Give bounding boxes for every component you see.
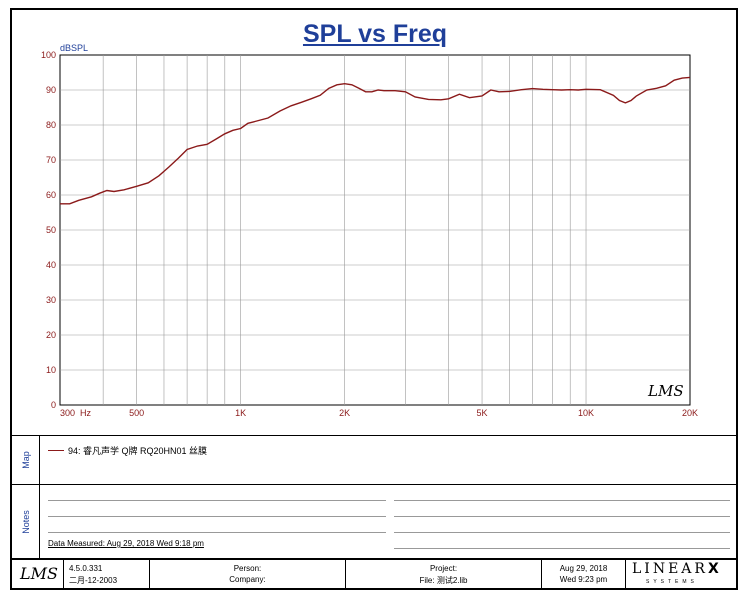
y-tick-label: 10 [46, 365, 56, 375]
y-tick-label: 0 [51, 400, 56, 410]
series-group [60, 76, 691, 205]
footer-project-cell: Project: File: 测试2.lib [346, 560, 542, 588]
notes-side-label: Notes [12, 485, 40, 558]
outer-frame [10, 8, 738, 590]
project: Project: [429, 564, 458, 573]
footer-time: Wed 9:23 pm [559, 575, 608, 584]
gridlines [60, 55, 690, 405]
y-tick-label: 70 [46, 155, 56, 165]
note-line [394, 532, 730, 533]
notes-divider [12, 484, 736, 485]
y-tick-label: 30 [46, 295, 56, 305]
x-tick-label: 5K [477, 408, 488, 418]
brand-systems: SYSTEMS [646, 579, 698, 585]
note-line [48, 516, 386, 517]
y-tick-label: 50 [46, 225, 56, 235]
footer-version-cell: 4.5.0.331 二月-12-2003 [64, 560, 150, 588]
footer-date-cell: Aug 29, 2018 Wed 9:23 pm [542, 560, 626, 588]
footer-divider [12, 558, 736, 560]
company: Company: [229, 575, 266, 584]
footer-logo-cell: LMS [12, 560, 64, 588]
note-line [394, 500, 730, 501]
note-line [48, 532, 386, 533]
y-tick-label: 100 [41, 50, 56, 60]
footer: LMS 4.5.0.331 二月-12-2003 Person: Company… [12, 560, 736, 588]
brand-linear: LINEARX [632, 561, 722, 577]
y-tick-label: 90 [46, 85, 56, 95]
map-side-label: Map [12, 436, 40, 484]
legend-entry: 94: 睿凡声学 Q牌 RQ20HN01 丝膜 [48, 444, 207, 457]
legend-swatch [48, 450, 64, 451]
footer-brand-cell: LINEARX SYSTEMS [626, 560, 736, 588]
series-line [60, 76, 691, 205]
x-tick-labels: 300 Hz 500 1K 2K 5K 10K 20K [60, 408, 698, 418]
brand-text: LINEAR [632, 561, 708, 577]
map-label: Map [20, 451, 31, 469]
x-tick-label: 2K [339, 408, 350, 418]
y-tick-label: 60 [46, 190, 56, 200]
lms-logo: LMS [20, 564, 58, 583]
data-measured: Data Measured: Aug 29, 2018 Wed 9:18 pm [48, 539, 204, 548]
build-date: 二月-12-2003 [69, 576, 118, 585]
person: Person: [233, 564, 262, 573]
x-tick-label: 10K [578, 408, 594, 418]
brand-x: X [707, 561, 722, 577]
footer-person-cell: Person: Company: [150, 560, 346, 588]
map-divider [12, 435, 736, 436]
legend-label: 94: 睿凡声学 Q牌 RQ20HN01 丝膜 [68, 446, 208, 456]
x-tick-label: 300 Hz [60, 408, 92, 418]
y-tick-labels: 0 10 20 30 40 50 60 70 80 90 100 [41, 50, 56, 410]
note-line [394, 516, 730, 517]
x-tick-label: 1K [235, 408, 246, 418]
x-tick-label: 20K [682, 408, 698, 418]
notes-label: Notes [20, 509, 31, 534]
y-tick-label: 80 [46, 120, 56, 130]
footer-date: Aug 29, 2018 [559, 564, 608, 573]
y-tick-label: 20 [46, 330, 56, 340]
lms-watermark: LMS [647, 382, 684, 400]
chart-title: SPL vs Freq [302, 20, 448, 48]
y-tick-label: 40 [46, 260, 56, 270]
note-line [394, 548, 730, 549]
y-axis-label: dBSPL [60, 43, 88, 53]
version: 4.5.0.331 [69, 564, 103, 573]
file: File: 测试2.lib [419, 576, 468, 585]
note-line [48, 500, 386, 501]
x-tick-label: 500 [129, 408, 144, 418]
